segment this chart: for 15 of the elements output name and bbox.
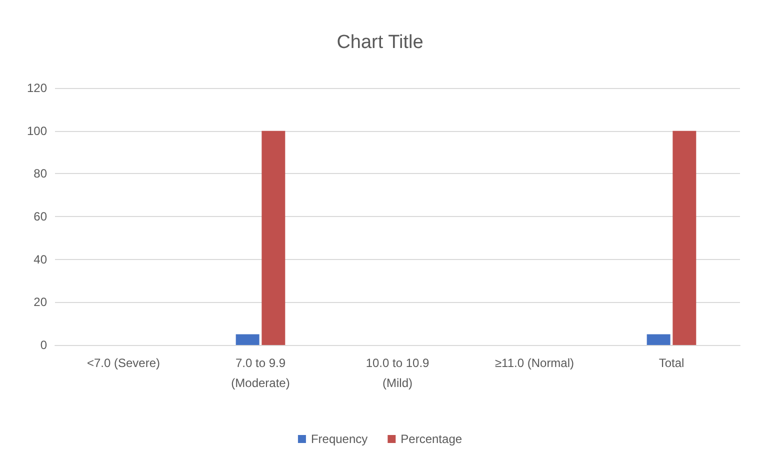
legend-label: Percentage: [400, 432, 462, 446]
x-tick-label: ≥11.0 (Normal): [494, 356, 574, 370]
y-tick-label: 120: [26, 81, 48, 95]
x-tick-label: <7.0 (Severe): [86, 356, 160, 370]
x-tick-label: Total: [658, 356, 684, 370]
y-tick-label: 60: [34, 210, 48, 224]
y-tick-label: 0: [40, 338, 48, 352]
x-tick-label: 7.0 to 9.9 (Moderate): [231, 356, 290, 390]
y-tick-label: 20: [34, 295, 48, 310]
chart-title: Chart Title: [336, 32, 424, 53]
legend-label: Frequency: [310, 432, 368, 446]
y-tick-label: 40: [34, 252, 48, 266]
y-tick-label: 80: [34, 166, 48, 181]
y-tick-label: 100: [26, 124, 48, 138]
x-tick-label: 10.0 to 10.9 (Mild): [366, 356, 430, 390]
